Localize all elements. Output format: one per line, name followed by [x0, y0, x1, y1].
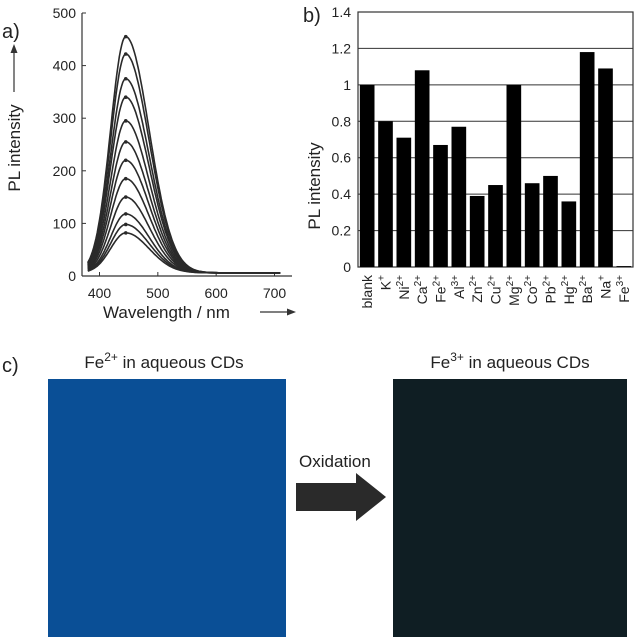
- panel-a-peak-point: [123, 95, 128, 99]
- panel-b-bar: [396, 137, 412, 267]
- panel-b-category-label: Zn2+: [468, 275, 485, 303]
- panel-a-letter: a): [2, 21, 20, 43]
- panel-a-x-title: Wavelength / nm: [103, 303, 296, 322]
- panel-a-y-ticks: 0 100 200 300 400 500: [53, 5, 86, 284]
- panel-b-category-label: blank: [359, 274, 375, 308]
- panel-a-peak-point: [123, 140, 128, 144]
- panel-a-spectrum-line: [87, 120, 281, 274]
- left-photo-caption: Fe2+ in aqueous CDs: [84, 350, 243, 372]
- panel-a-x-tick-label: 400: [88, 285, 112, 301]
- panel-b-bar: [469, 195, 485, 267]
- panel-b-y-tick-label: 0: [343, 259, 351, 275]
- panel-b-bar: [579, 52, 595, 268]
- panel-b-category-label: Al3+: [450, 275, 467, 299]
- panel-a-x-axis-title: Wavelength / nm: [103, 303, 230, 322]
- panel-b-category-label: Mg2+: [505, 275, 522, 306]
- panel-a-x-tick-label: 700: [263, 285, 287, 301]
- panel-b-category-label: Hg2+: [560, 275, 577, 304]
- panel-b-category-label: Co2+: [523, 275, 540, 304]
- panel-a-peak-point: [123, 231, 128, 235]
- panel-b-bar-chart: b) 00.20.40.60.811.21.4 blank K+Ni2+Ca2+F…: [303, 4, 634, 308]
- panel-a-x-tick-label: 600: [204, 285, 228, 301]
- panel-b-bar: [616, 266, 632, 267]
- panel-a-peak-point: [123, 222, 128, 227]
- panel-b-y-tick-label: 1.2: [332, 40, 352, 56]
- panel-a-y-tick-label: 200: [53, 163, 77, 179]
- panel-b-y-tick-label: 1: [343, 77, 351, 93]
- panel-c-photos: c) Fe2+ in aqueous CDs Oxidation Fe3+ in…: [2, 350, 627, 637]
- panel-b-category-label: Cu2+: [487, 275, 504, 304]
- panel-b-bar: [378, 121, 393, 268]
- panel-b-category-label: Fe3+: [615, 275, 632, 303]
- panel-b-bar: [543, 175, 558, 267]
- panel-a-y-tick-label: 100: [53, 215, 77, 231]
- panel-b-bar: [561, 201, 577, 267]
- panel-a-line-chart: a) 0 100 200 300 400 500 400 500 600 700 PL inte…: [2, 5, 296, 322]
- panel-a-peak-point: [123, 176, 128, 181]
- panel-a-spectrum-line: [87, 177, 281, 274]
- panel-b-y-tick-label: 1.4: [332, 4, 352, 20]
- panel-a-peak-point: [123, 52, 128, 56]
- panel-a-x-ticks: 400 500 600 700: [88, 272, 287, 301]
- panel-a-peak-point: [123, 119, 128, 123]
- panel-a-y-arrowhead: [10, 44, 18, 53]
- panel-b-x-ticks: blank K+Ni2+Ca2+Fe2+Al3+Zn2+Cu2+Mg2+Co2+P…: [359, 274, 632, 308]
- panel-a-peak-point: [123, 212, 128, 216]
- panel-b-y-tick-label: 0.2: [332, 223, 352, 239]
- panel-b-bar: [598, 68, 613, 267]
- panel-a-spectrum-line: [87, 232, 281, 274]
- panel-a-x-arrowhead: [287, 308, 296, 316]
- panel-a-peak-point: [123, 76, 128, 81]
- panel-b-category-label: K+: [377, 275, 394, 290]
- panel-b-bar: [506, 84, 522, 267]
- fe2-solution-photo: [48, 379, 286, 637]
- panel-b-category-label: Ni2+: [395, 275, 412, 300]
- panel-a-spectrum-line: [87, 141, 281, 274]
- panel-b-category-label: Ba2+: [578, 275, 595, 304]
- panel-a-spectrum-line: [87, 159, 281, 274]
- panel-a-peak-point: [123, 195, 128, 199]
- panel-a-spectrum-line: [87, 96, 281, 274]
- panel-a-peak-point: [123, 158, 128, 163]
- panel-a-x-tick-label: 500: [146, 285, 170, 301]
- panel-a-y-tick-label: 0: [68, 268, 76, 284]
- panel-b-category-label: Pb2+: [542, 275, 559, 304]
- panel-b-category-label: Na+: [597, 275, 614, 299]
- panel-a-y-tick-label: 400: [53, 58, 77, 74]
- panel-a-series: [87, 34, 281, 274]
- panel-b-letter: b): [303, 5, 321, 27]
- panel-a-y-title: PL intensity: [5, 44, 24, 192]
- panel-b-y-axis-title: PL intensity: [305, 142, 324, 230]
- panel-a-y-tick-label: 300: [53, 110, 77, 126]
- panel-b-y-tick-label: 0.6: [332, 150, 352, 166]
- panel-b-y-tick-label: 0.4: [332, 186, 352, 202]
- oxidation-label: Oxidation: [299, 452, 371, 471]
- right-photo-caption: Fe3+ in aqueous CDs: [430, 350, 589, 372]
- panel-b-bar: [359, 84, 375, 267]
- panel-b-y-ticks: 0 0.2 0.4 0.6 0.8 1 1.2 1.4: [332, 4, 352, 275]
- panel-a-y-axis-title: PL intensity: [5, 104, 24, 192]
- panel-b-bars: [359, 52, 632, 268]
- fe3-solution-photo: [393, 379, 627, 637]
- oxidation-arrow-icon: [296, 473, 386, 521]
- panel-c-letter: c): [2, 355, 19, 377]
- panel-b-bar: [451, 126, 467, 267]
- panel-b-y-tick-label: 0.8: [332, 113, 352, 129]
- panel-b-bar: [414, 70, 430, 268]
- panel-a-y-tick-label: 500: [53, 5, 77, 21]
- panel-b-bar: [433, 144, 448, 267]
- panel-a-peak-point: [123, 34, 128, 39]
- panel-b-bar: [524, 183, 540, 267]
- panel-b-category-label: Ca2+: [413, 275, 430, 304]
- panel-b-bar: [488, 185, 503, 267]
- panel-a-spectrum-line: [87, 35, 281, 274]
- panel-b-category-label: Fe2+: [432, 275, 449, 303]
